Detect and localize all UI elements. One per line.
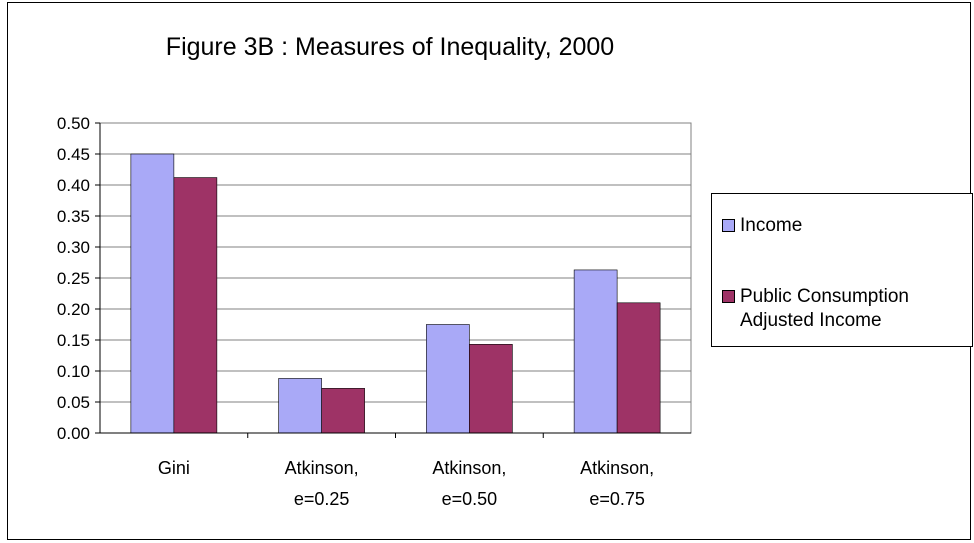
legend-swatch-adjusted-income [722, 290, 735, 303]
y-tick-label: 0.45 [57, 145, 90, 164]
bar-adjusted-income [616, 302, 661, 434]
legend-item-income: Income [722, 214, 970, 238]
bar-adjusted-income [321, 388, 365, 434]
bar-income [426, 324, 470, 434]
y-tick-label: 0.25 [57, 269, 90, 288]
y-tick-label: 0.30 [57, 238, 90, 257]
legend: Income Public Consumption Adjusted Incom… [711, 193, 973, 347]
x-category-label: Atkinson, [432, 458, 506, 478]
x-category-label: e=0.75 [589, 489, 645, 509]
axis-labels: 0.00 0.05 0.10 0.15 0.20 0.25 0.30 0.35 0.40 0.45… [57, 114, 654, 509]
y-tick-label: 0.50 [57, 114, 90, 133]
y-tick-label: 0.35 [57, 207, 90, 226]
chart-title: Figure 3B : Measures of Inequality, 2000 [165, 33, 615, 61]
legend-swatch-income [722, 219, 735, 232]
y-tick-label: 0.05 [57, 393, 90, 412]
y-tick-label: 0.20 [57, 300, 90, 319]
legend-label-income: Income [740, 215, 803, 236]
y-tick-label: 0.10 [57, 362, 90, 381]
bar-adjusted-income [173, 177, 218, 434]
legend-item-adjusted-income: Public Consumption Adjusted Income [722, 285, 970, 333]
x-category-label: Atkinson, [580, 458, 654, 478]
bar-adjusted-income [469, 344, 513, 434]
x-category-label: e=0.50 [442, 489, 498, 509]
bars [130, 153, 661, 434]
x-category-label: Atkinson, [285, 458, 359, 478]
y-tick-label: 0.15 [57, 331, 90, 350]
y-tick-label: 0.40 [57, 176, 90, 195]
x-category-label: e=0.25 [294, 489, 350, 509]
legend-label-adjusted-income: Public Consumption Adjusted Income [740, 286, 909, 331]
y-tick-label: 0.00 [57, 424, 90, 443]
bar-income [130, 153, 175, 434]
bar-income [573, 269, 618, 434]
x-category-label: Gini [158, 458, 190, 478]
bar-income [278, 378, 322, 434]
axes [95, 122, 691, 438]
